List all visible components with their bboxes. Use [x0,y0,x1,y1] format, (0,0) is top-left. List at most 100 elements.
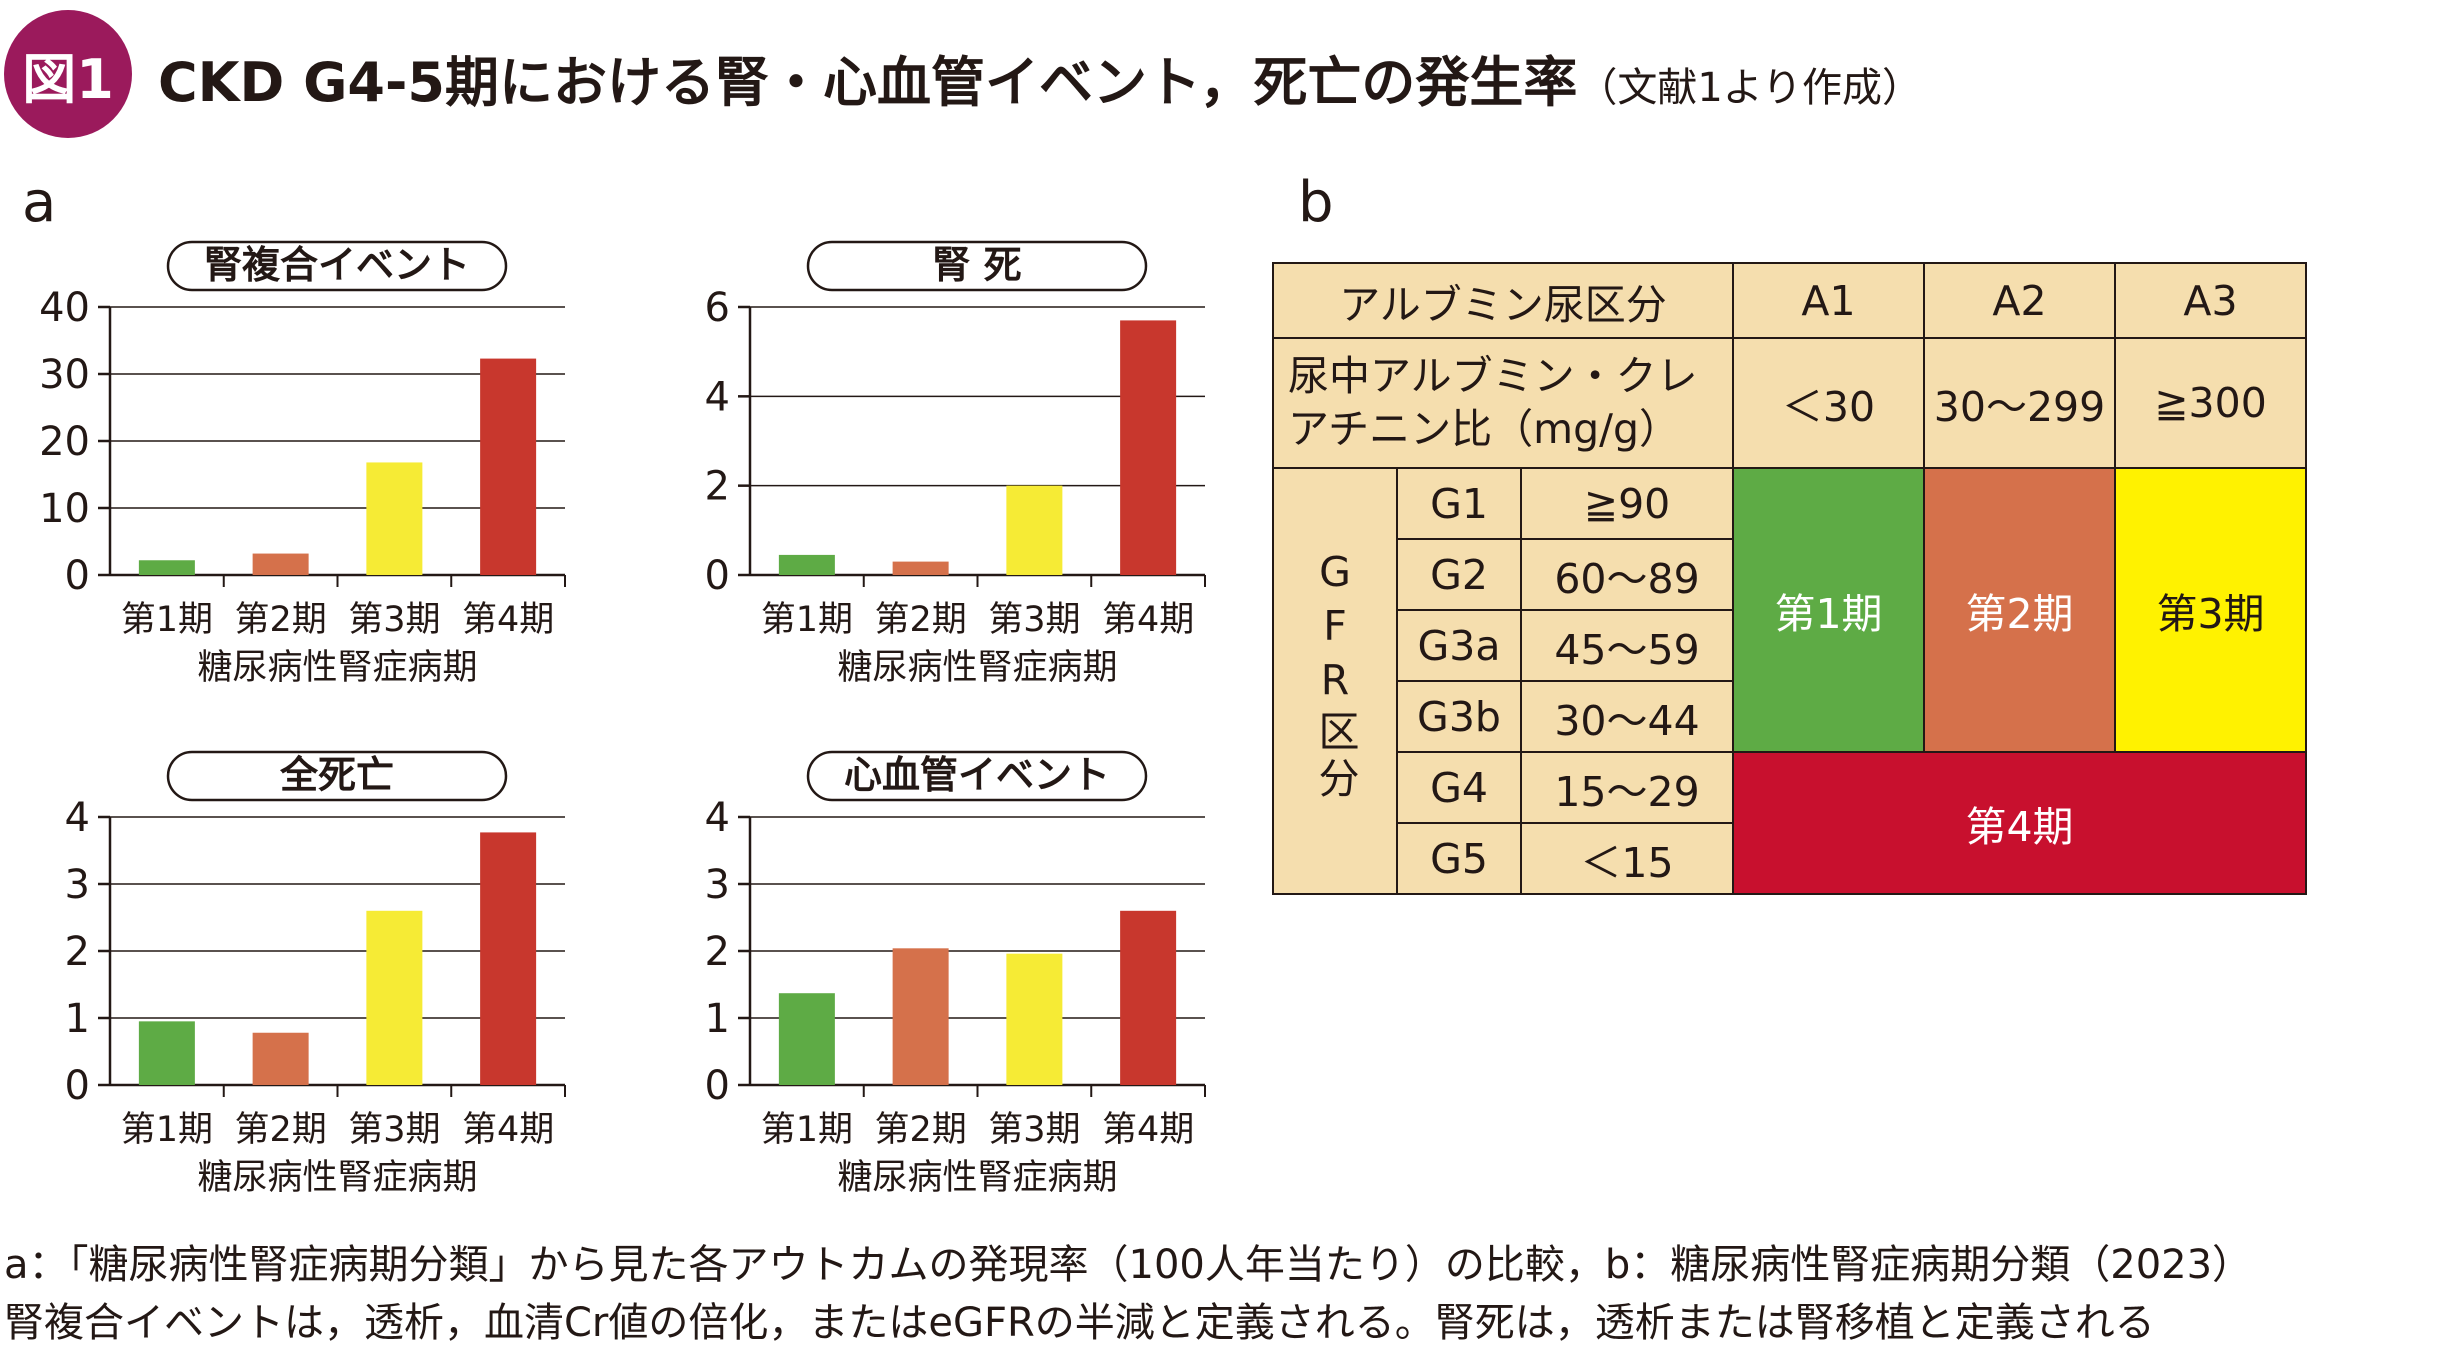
header-a1: A1 [1732,262,1925,339]
x-tick-label: 第2期 [234,600,326,640]
header-albuminuria-label: アルブミン尿区分 [1272,262,1734,339]
panel-b-label: b [1298,170,1334,235]
chart-title: 心血管イベント [844,753,1110,797]
x-tick-label: 第1期 [121,1110,213,1150]
x-tick-label: 第3期 [348,600,440,640]
grade-g3a: G3a [1396,609,1522,682]
y-tick-label: 4 [705,374,730,420]
y-tick-label: 0 [65,553,90,599]
y-tick-label: 0 [65,1063,90,1109]
grade-g2: G2 [1396,538,1522,611]
bar [778,993,835,1085]
bar [1006,485,1063,575]
bar [480,358,537,575]
chart-title-box [166,240,508,292]
caption-line-1: a：「糖尿病性腎症病期分類」から見た各アウトカムの発現率（100人年当たり）の比… [4,1242,2253,1288]
bar [892,948,949,1085]
x-axis-label: 糖尿病性腎症病期 [837,1158,1117,1198]
chart-all-death: 全死亡 0 1 2 3 4 第1期 第2期 第3期 第4期 糖尿病性腎症病期 [0,740,620,1214]
x-tick-label: 第3期 [988,600,1080,640]
bar [366,462,423,575]
chart-title: 全死亡 [279,753,394,797]
bar [1120,320,1177,575]
range-g3a: 45～59 [1520,609,1734,682]
gfr-category-text: GFR区分 [1311,548,1359,804]
bar [1120,910,1177,1085]
figure-header: 図1 CKD G4-5期における腎・心血管イベント，死亡の発生率（文献1より作成… [0,0,2461,140]
uacr-a3: ≧300 [2114,337,2307,469]
x-tick-label: 第2期 [874,600,966,640]
x-tick-label: 第2期 [874,1110,966,1150]
y-tick-label: 2 [65,929,90,975]
y-tick-label: 0 [705,1063,730,1109]
bar [366,910,423,1085]
chart-title-box [806,240,1148,292]
x-tick-label: 第3期 [348,1110,440,1150]
grade-g3b: G3b [1396,680,1522,753]
bar [138,560,195,575]
x-tick-label: 第3期 [988,1110,1080,1150]
bar [480,832,537,1085]
chart-title-box [806,750,1148,802]
y-tick-label: 2 [705,929,730,975]
x-tick-label: 第4期 [462,600,554,640]
figure-badge: 図1 [4,10,132,138]
range-g3b: 30～44 [1520,680,1734,753]
grade-g5: G5 [1396,822,1522,895]
range-g1: ≧90 [1520,467,1734,540]
range-g2: 60～89 [1520,538,1734,611]
grade-g1: G1 [1396,467,1522,540]
uacr-a2: 30～299 [1923,337,2116,469]
y-tick-label: 1 [65,996,90,1042]
y-tick-label: 30 [39,352,90,398]
range-g4: 15～29 [1520,751,1734,824]
x-tick-label: 第2期 [234,1110,326,1150]
x-axis-label: 糖尿病性腎症病期 [837,648,1117,688]
figure-title: CKD G4-5期における腎・心血管イベント，死亡の発生率（文献1より作成） [158,38,1922,117]
y-tick-label: 4 [65,795,90,841]
y-tick-label: 6 [705,285,730,331]
y-tick-label: 3 [705,862,730,908]
chart-renal-death: 腎 死 0 2 4 6 第1期 第2期 第3期 第4期 糖尿病性腎症病期 [640,230,1260,704]
bar [892,561,949,575]
y-tick-label: 10 [39,486,90,532]
stage4-cell: 第4期 [1732,751,2307,895]
x-tick-label: 第1期 [761,1110,853,1150]
range-g5: ＜15 [1520,822,1734,895]
chart-title-box [166,750,508,802]
chart-title: 腎 死 [932,243,1021,287]
panel-a-label: a [22,170,57,235]
y-tick-label: 4 [705,795,730,841]
x-tick-label: 第4期 [462,1110,554,1150]
figure-title-text: CKD G4-5期における腎・心血管イベント，死亡の発生率 [158,51,1578,114]
y-tick-label: 0 [705,553,730,599]
uacr-a1: ＜30 [1732,337,1925,469]
x-tick-label: 第4期 [1102,600,1194,640]
x-tick-label: 第4期 [1102,1110,1194,1150]
y-tick-label: 1 [705,996,730,1042]
gfr-category-label: GFR区分 [1272,467,1398,895]
stage1-cell: 第1期 [1732,467,1925,753]
header-a3: A3 [2114,262,2307,339]
chart-title: 腎複合イベント [204,243,470,287]
x-tick-label: 第1期 [121,600,213,640]
x-tick-label: 第1期 [761,600,853,640]
bar [138,1021,195,1085]
bar [252,553,309,575]
chart-cv-event: 心血管イベント 0 1 2 3 4 第1期 第2期 第3期 第4期糖尿病性腎症病期 [640,740,1260,1214]
grade-g4: G4 [1396,751,1522,824]
stage2-cell: 第2期 [1923,467,2116,753]
y-tick-label: 40 [39,285,90,331]
caption-line-2: 腎複合イベントは，透析，血清Cr値の倍化，またはeGFRの半減と定義される。腎死… [4,1300,2155,1346]
stage-classification-table: アルブミン尿区分 A1 A2 A3 尿中アルブミン・クレアチニン比（mg/g） … [1272,262,2307,895]
x-axis-label: 糖尿病性腎症病期 [197,1158,477,1198]
header-a2: A2 [1923,262,2116,339]
stage3-cell: 第3期 [2114,467,2307,753]
bar [1006,953,1063,1085]
figure-source: （文献1より作成） [1577,65,1923,111]
header-uacr-label: 尿中アルブミン・クレアチニン比（mg/g） [1272,337,1734,469]
